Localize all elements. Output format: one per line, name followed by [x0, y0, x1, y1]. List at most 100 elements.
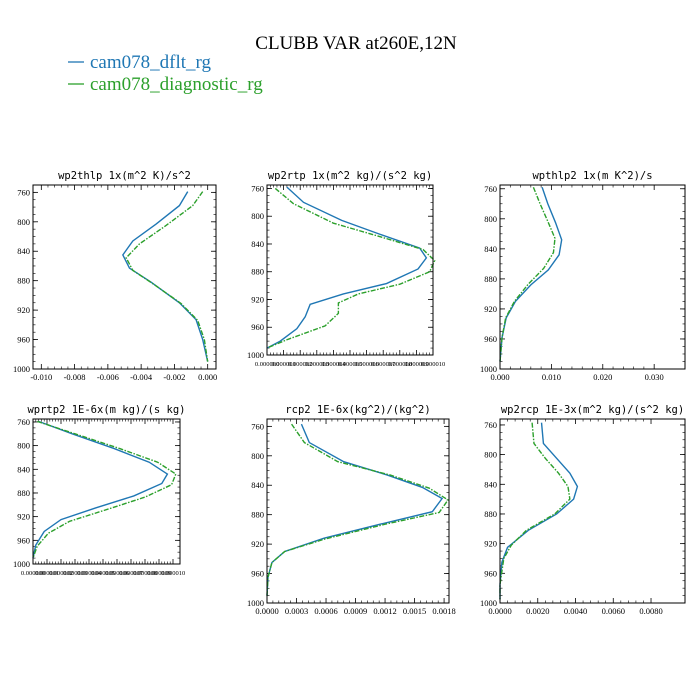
- y-tick-label: 920: [251, 294, 264, 304]
- x-tick-label: 0.0006: [314, 606, 337, 616]
- series-line-diagnostic: [266, 423, 450, 596]
- plot-frame: [266, 184, 434, 356]
- x-tick-label: 0.000008: [133, 570, 157, 577]
- x-tick-label: 0.0009: [344, 606, 367, 616]
- x-tick-label: 0.000005: [338, 361, 362, 368]
- x-tick-label: 0.020: [593, 372, 612, 382]
- plot-panel-3: wpthlp2 1x(m K^2)/s 760 800 840 880 920 960 100…: [480, 170, 686, 382]
- x-tick-label: 0.000010: [161, 570, 185, 577]
- x-tick-label: 0.030: [645, 372, 664, 382]
- x-tick-label: 0.000003: [63, 570, 87, 577]
- panel-title: wp2rtp 1x(m^2 kg)/(s^2 kg): [268, 170, 432, 182]
- x-tick-label: 0.000001: [35, 570, 59, 577]
- y-tick-label: 840: [17, 246, 30, 256]
- y-tick-label: 880: [17, 488, 30, 498]
- y-tick-label: 880: [17, 276, 30, 286]
- y-tick-label: 1000: [480, 598, 497, 608]
- y-tick-label: 800: [17, 441, 30, 451]
- series-line-dflt: [266, 186, 428, 349]
- x-tick-label: 0.000004: [321, 361, 346, 368]
- y-tick-label: 800: [17, 217, 30, 227]
- plot-panel-4: wprtp2 1E-6x(m kg)/(s kg)760 800 840 880 920…: [13, 404, 186, 577]
- y-tick-label: 960: [251, 322, 264, 332]
- figure-legend: cam078_dflt_rg cam078_diagnostic_rg: [68, 52, 263, 95]
- y-tick-label: 880: [484, 274, 497, 284]
- legend-label-diagnostic: cam078_diagnostic_rg: [90, 74, 263, 95]
- y-tick-label: 800: [251, 211, 264, 221]
- x-tick-label: -0.006: [97, 372, 119, 382]
- plot-frame: [32, 184, 217, 370]
- y-tick-label: 760: [17, 187, 30, 197]
- panel-title: wp2rcp 1E-3x(m^2 kg)/(s^2 kg): [501, 404, 684, 416]
- y-tick-label: 840: [484, 479, 497, 489]
- y-tick-label: 960: [484, 334, 497, 344]
- y-tick-label: 920: [484, 304, 497, 314]
- legend-label-dflt: cam078_dflt_rg: [90, 52, 212, 73]
- x-tick-label: 0.000: [490, 372, 509, 382]
- x-tick-label: 0.000006: [105, 570, 130, 577]
- x-tick-label: 0.000005: [91, 570, 115, 577]
- y-tick-label: 960: [251, 569, 264, 579]
- x-tick-label: 0.000003: [305, 361, 329, 368]
- y-tick-label: 760: [251, 421, 264, 431]
- y-tick-label: 840: [251, 480, 264, 490]
- y-tick-label: 880: [484, 509, 497, 519]
- x-tick-label: 0.000010: [421, 361, 445, 368]
- plot-panel-5: rcp2 1E-6x(kg^2)/(kg^2) 760 800 840 880 920 96…: [247, 404, 456, 616]
- y-tick-label: 960: [17, 335, 30, 345]
- x-tick-label: 0.0003: [285, 606, 308, 616]
- plot-panel-2: wp2rtp 1x(m^2 kg)/(s^2 kg) 760 800 840 880 92…: [247, 170, 445, 368]
- series-line-diagnostic: [499, 186, 556, 362]
- y-tick-label: 920: [17, 512, 30, 522]
- x-tick-label: 0.0040: [564, 606, 587, 616]
- y-tick-label: 1000: [13, 559, 30, 569]
- x-tick-label: -0.004: [130, 372, 153, 382]
- x-tick-label: 0.010: [542, 372, 561, 382]
- plot-panel-6: wp2rcp 1E-3x(m^2 kg)/(s^2 kg) 760 800 840 88…: [480, 404, 686, 616]
- x-tick-label: 0.000007: [371, 361, 396, 368]
- y-tick-label: 880: [251, 510, 264, 520]
- series-line-diagnostic: [266, 187, 436, 349]
- y-tick-label: 1000: [247, 598, 264, 608]
- y-tick-label: 1000: [13, 364, 30, 374]
- x-tick-label: -0.008: [64, 372, 86, 382]
- y-tick-label: 920: [484, 539, 497, 549]
- x-tick-label: 0.000000: [255, 361, 279, 368]
- plot-frame: [499, 418, 686, 604]
- x-tick-label: 0.000009: [404, 361, 428, 368]
- y-tick-label: 760: [484, 184, 497, 194]
- x-tick-label: 0.000007: [119, 570, 144, 577]
- x-tick-label: 0.000001: [271, 361, 295, 368]
- series-line-dflt: [122, 191, 209, 362]
- plot-frame: [32, 418, 181, 565]
- y-tick-label: 840: [17, 464, 30, 474]
- x-tick-label: 0.0060: [602, 606, 625, 616]
- y-tick-label: 800: [251, 451, 264, 461]
- y-tick-label: 760: [484, 420, 497, 430]
- x-tick-label: 0.0000: [255, 606, 278, 616]
- panel-title: wprtp2 1E-6x(m kg)/(s kg): [27, 404, 185, 416]
- y-tick-label: 760: [17, 417, 30, 427]
- y-tick-label: 800: [484, 450, 497, 460]
- y-tick-label: 800: [484, 214, 497, 224]
- plot-frame: [266, 418, 450, 604]
- x-tick-label: 0.0015: [403, 606, 426, 616]
- plot-panels: wp2thlp 1x(m^2 K)/s^2 760 800 840 880 920 960 1…: [13, 170, 686, 616]
- y-tick-label: 1000: [247, 350, 264, 360]
- panel-title: wpthlp2 1x(m K^2)/s: [532, 170, 652, 182]
- x-tick-label: 0.0080: [639, 606, 662, 616]
- y-tick-label: 1000: [480, 364, 497, 374]
- x-tick-label: 0.0012: [373, 606, 396, 616]
- y-tick-label: 920: [17, 305, 30, 315]
- y-tick-label: 760: [251, 183, 264, 193]
- y-tick-label: 960: [17, 535, 30, 545]
- x-tick-label: 0.0018: [432, 606, 455, 616]
- y-tick-label: 920: [251, 539, 264, 549]
- series-line-dflt: [499, 187, 563, 362]
- plot-frame: [499, 184, 686, 370]
- series-line-diagnostic: [125, 191, 209, 362]
- x-tick-label: 0.000002: [49, 570, 73, 577]
- panel-title: wp2thlp 1x(m^2 K)/s^2: [58, 170, 191, 182]
- figure-title: CLUBB VAR at260E,12N: [255, 33, 457, 54]
- y-tick-label: 840: [484, 244, 497, 254]
